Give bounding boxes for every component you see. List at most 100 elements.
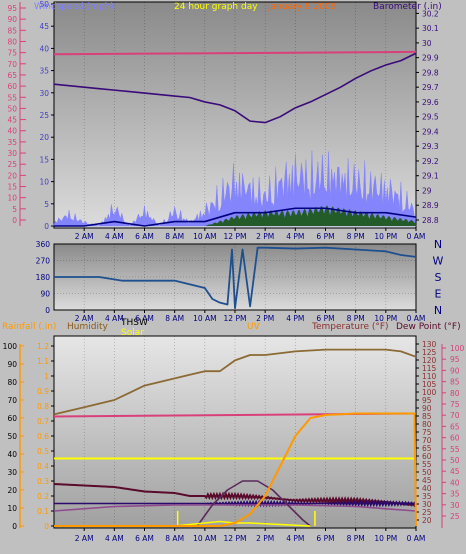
top-left-inner-label: 30 xyxy=(39,89,49,98)
middle-compass-label: S xyxy=(435,271,442,284)
top-right-label: 29.6 xyxy=(422,98,439,107)
bottom-right-outer-label: 30 xyxy=(450,501,460,510)
bottom-left-outer-label: 30 xyxy=(7,468,17,477)
bottom-left-inner-label: 0.9 xyxy=(37,387,49,396)
top-right-label: 29 xyxy=(422,186,432,195)
top-series-gust-fill xyxy=(204,204,416,226)
top-right-label: 29.9 xyxy=(422,54,439,63)
middle-left-label: 0 xyxy=(45,306,50,315)
top-xtick-label: 12 PM xyxy=(224,232,247,241)
top-series-avg-wind-line xyxy=(54,207,417,227)
bottom-right-outer-label: 75 xyxy=(450,400,460,409)
top-left-inner-label: 45 xyxy=(39,22,49,31)
middle-left-label: 180 xyxy=(36,273,51,282)
bottom-xtick-label: 2 PM xyxy=(256,534,274,543)
top-chart-subtitle: January 8 2006 xyxy=(267,2,337,12)
bottom-xtick-label: 8 AM xyxy=(165,534,184,543)
top-left-outer-label: 0 xyxy=(12,216,17,225)
bottom-left-inner-label: 0.2 xyxy=(37,492,49,501)
top-xtick-label: 0 AM xyxy=(407,232,426,241)
middle-xtick-label: 8 AM xyxy=(165,314,184,323)
top-right-label: 29.8 xyxy=(422,68,439,77)
bottom-left-outer-label: 10 xyxy=(7,504,17,513)
top-right-label: 29.7 xyxy=(422,83,439,92)
top-left-outer-label: 60 xyxy=(7,82,17,91)
top-left-inner-label: 25 xyxy=(39,111,49,120)
top-right-label: 28.8 xyxy=(422,216,439,225)
top-left-outer-label: 10 xyxy=(7,194,17,203)
bottom-right-outer-label: 95 xyxy=(450,355,460,364)
bottom-right-outer-label: 65 xyxy=(450,422,460,431)
bottom-right-inner-label: 85 xyxy=(422,412,432,421)
middle-compass-label: E xyxy=(435,288,442,301)
top-left-outer-label: 45 xyxy=(7,116,17,125)
bottom-xtick-label: 8 PM xyxy=(347,534,365,543)
bottom-right-inner-label: 60 xyxy=(422,452,432,461)
bottom-right-inner-label: 70 xyxy=(422,436,432,445)
top-left-outer-label: 30 xyxy=(7,149,17,158)
middle-xtick-label: 8 PM xyxy=(347,314,365,323)
top-left-axis-title: Windspeed (mph) xyxy=(34,2,114,12)
top-left-outer-label: 80 xyxy=(7,37,17,46)
top-right-label: 29.4 xyxy=(422,127,439,136)
bottom-right-inner-label: 100 xyxy=(422,388,437,397)
top-xtick-label: 10 PM xyxy=(374,232,397,241)
bottom-right-inner-label: 20 xyxy=(422,516,432,525)
bottom-right-inner-label: 65 xyxy=(422,444,432,453)
top-right-axis-title: Barometer (.in) xyxy=(373,2,442,12)
bottom-left-outer-label: 90 xyxy=(7,360,17,369)
bottom-xtick-label: 12 PM xyxy=(224,534,247,543)
top-right-label: 30.1 xyxy=(422,24,439,33)
top-left-outer-label: 70 xyxy=(7,60,17,69)
bottom-series-temperature xyxy=(53,483,417,508)
top-left-outer-label: 5 xyxy=(12,205,17,214)
bottom-right-inner-label: 80 xyxy=(422,420,432,429)
bottom-label-humidity: Humidity xyxy=(67,322,108,332)
bottom-right-inner-label: 120 xyxy=(422,356,437,365)
bottom-left-outer-label: 0 xyxy=(12,522,17,531)
top-xtick-label: 2 PM xyxy=(256,232,274,241)
bottom-series-thsw xyxy=(53,504,417,512)
bottom-xtick-label: 10 PM xyxy=(374,534,397,543)
bottom-right-inner-label: 90 xyxy=(422,404,432,413)
top-left-outer-label: 20 xyxy=(7,171,17,180)
top-left-outer-label: 95 xyxy=(7,4,17,13)
top-xtick-label: 8 AM xyxy=(165,232,184,241)
middle-left-label: 270 xyxy=(36,257,51,266)
top-right-label: 29.5 xyxy=(422,113,439,122)
middle-left-label: 360 xyxy=(36,240,51,249)
bottom-series-humidity xyxy=(53,348,417,416)
bottom-left-inner-label: 0.4 xyxy=(37,462,49,471)
bottom-left-outer-label: 100 xyxy=(3,342,18,351)
top-chart-title: 24 hour graph day xyxy=(174,2,258,12)
bottom-right-outer-label: 50 xyxy=(450,456,460,465)
top-left-inner-label: 5 xyxy=(44,200,49,209)
bottom-right-outer-label: 35 xyxy=(450,490,460,499)
bottom-right-outer-label: 90 xyxy=(450,366,460,375)
bottom-xtick-label: 6 PM xyxy=(316,534,334,543)
top-left-outer-label: 40 xyxy=(7,127,17,136)
top-series-high-temp-line xyxy=(53,50,417,56)
bottom-xtick-label: 2 AM xyxy=(75,534,94,543)
bottom-left-inner-label: 1 xyxy=(44,372,49,381)
bottom-left-inner-label: 1.2 xyxy=(37,342,49,351)
middle-xtick-label: 6 PM xyxy=(316,314,334,323)
top-left-outer-label: 85 xyxy=(7,26,17,35)
bottom-right-outer-label: 25 xyxy=(450,512,460,521)
bottom-right-outer-label: 45 xyxy=(450,467,460,476)
top-left-outer-label: 90 xyxy=(7,15,17,24)
bottom-right-inner-label: 40 xyxy=(422,484,432,493)
bottom-label-uv: UV xyxy=(247,322,261,332)
bottom-left-outer-label: 60 xyxy=(7,414,17,423)
bottom-xtick-label: 4 AM xyxy=(105,534,124,543)
bottom-right-inner-label: 110 xyxy=(422,372,437,381)
bottom-right-inner-label: 125 xyxy=(422,348,437,357)
bottom-right-outer-label: 100 xyxy=(450,344,465,353)
bottom-left-inner-label: 0.8 xyxy=(37,402,49,411)
top-left-inner-label: 15 xyxy=(39,155,49,164)
middle-compass-label: N xyxy=(434,238,442,251)
bottom-xtick-label: 6 AM xyxy=(135,534,154,543)
top-left-outer-label: 65 xyxy=(7,71,17,80)
bottom-right-inner-label: 95 xyxy=(422,396,432,405)
